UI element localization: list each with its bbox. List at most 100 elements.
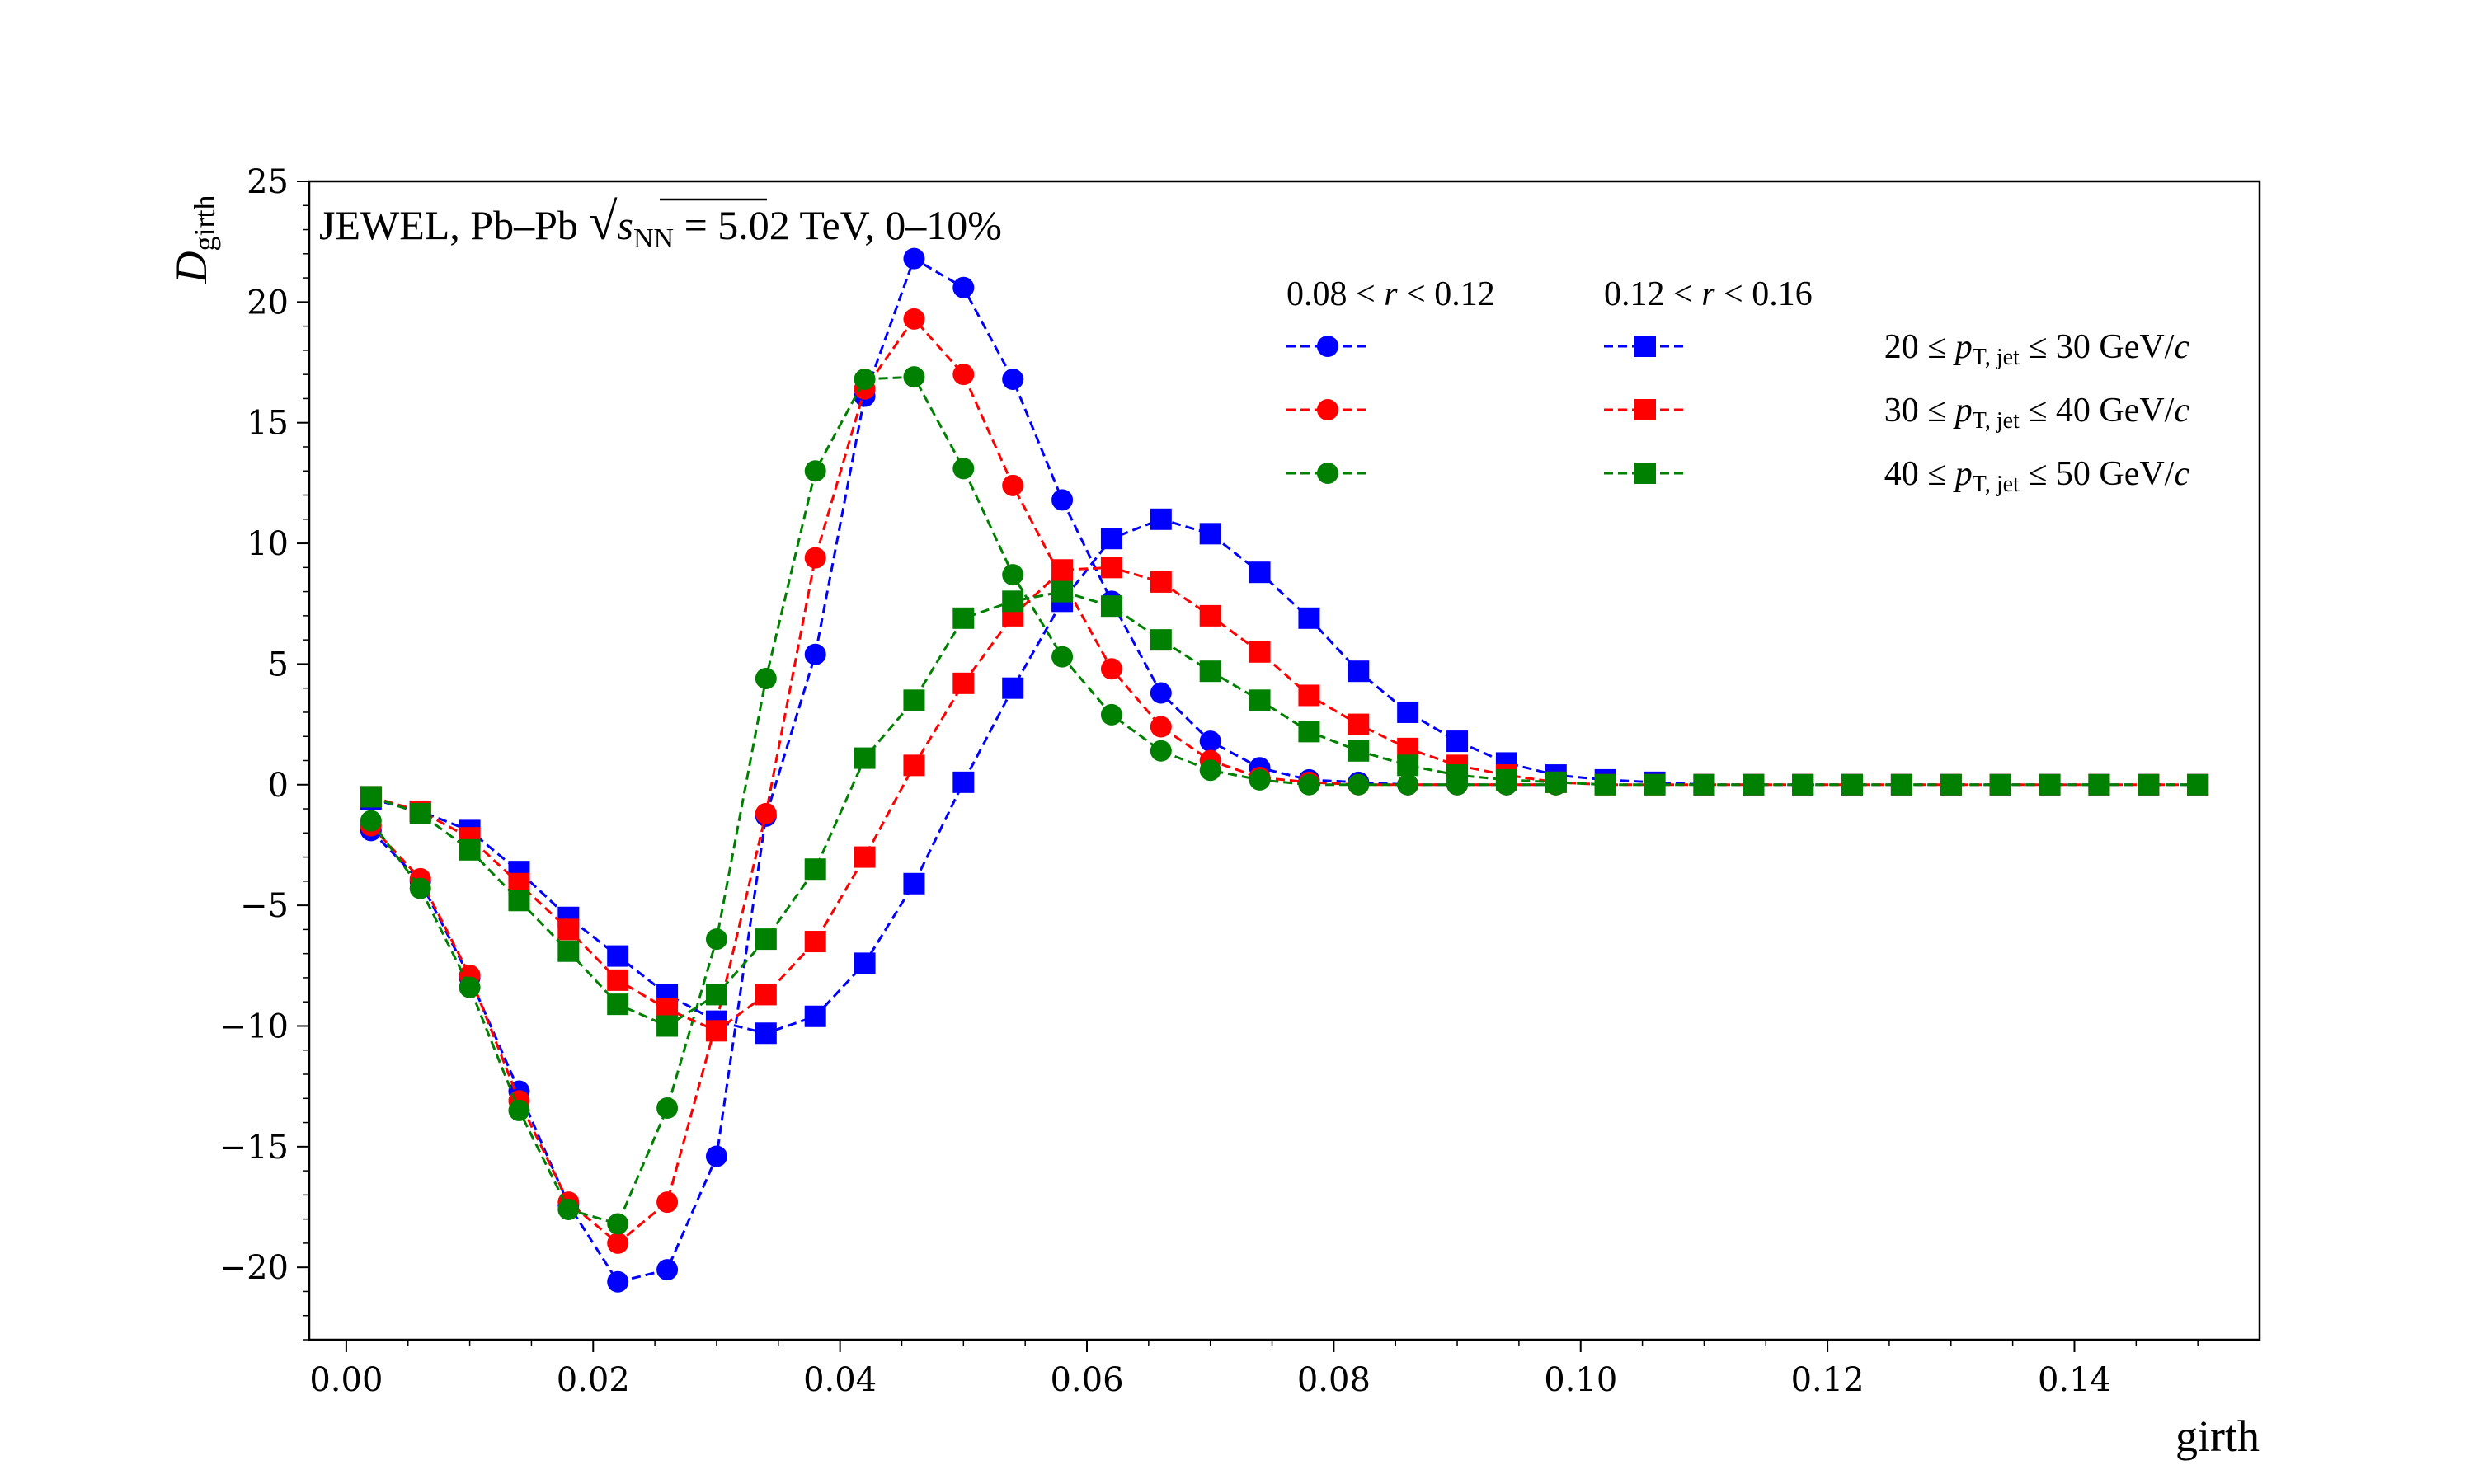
y-tick-label: −10 [219, 1007, 289, 1045]
data-point [903, 308, 925, 330]
y-tick-label: 25 [247, 163, 289, 201]
data-point [1446, 764, 1469, 787]
y-tick-label: −5 [240, 887, 289, 925]
x-tick-label: 0.02 [557, 1361, 630, 1399]
legend-row-label: 20 ≤ pT, jet ≤ 30 GeV/c [1884, 328, 2190, 370]
data-point [705, 984, 727, 1006]
data-point [607, 1213, 629, 1235]
data-point [755, 1022, 777, 1045]
data-point [607, 969, 629, 991]
plot-content [360, 247, 2209, 1293]
data-point [1150, 571, 1172, 593]
y-tick-label: 0 [268, 767, 289, 805]
legend-marker [1317, 399, 1338, 420]
data-point [903, 872, 925, 895]
data-point [1100, 658, 1122, 680]
data-point [1348, 773, 1370, 796]
data-point [1051, 559, 1074, 581]
data-point [656, 1191, 679, 1214]
data-point [1002, 677, 1024, 699]
data-point [1199, 759, 1221, 782]
data-point [952, 364, 975, 386]
x-tick-label: 0.14 [2038, 1361, 2111, 1399]
data-point [1002, 369, 1024, 391]
data-point [804, 643, 826, 665]
data-point [804, 547, 826, 569]
data-point [1890, 773, 1912, 796]
data-point [755, 928, 777, 951]
legend-marker [1634, 463, 1656, 484]
data-point [508, 1099, 530, 1121]
data-point [1841, 773, 1864, 796]
data-point [1199, 730, 1221, 753]
data-point [656, 1259, 679, 1281]
data-point [2088, 773, 2110, 796]
data-point [409, 877, 431, 899]
data-point [1249, 561, 1271, 584]
data-point [755, 667, 777, 689]
data-point [1743, 773, 1765, 796]
data-point [1002, 590, 1024, 613]
data-point [804, 1005, 826, 1027]
legend-row-label: 40 ≤ pT, jet ≤ 50 GeV/c [1884, 455, 2190, 497]
data-point [360, 786, 382, 808]
data-point [804, 858, 826, 881]
data-point [1150, 716, 1172, 738]
data-point [1446, 730, 1469, 753]
legend-row-label: 30 ≤ pT, jet ≤ 40 GeV/c [1884, 392, 2190, 434]
data-point [1199, 660, 1221, 683]
x-tick-label: 0.12 [1791, 1361, 1865, 1399]
data-point [2039, 773, 2061, 796]
data-point [854, 846, 876, 868]
data-point [1150, 682, 1172, 704]
data-point [459, 838, 481, 861]
data-point [1100, 528, 1122, 550]
legend-marker [1317, 336, 1338, 357]
data-point [903, 366, 925, 388]
legend-marker [1634, 399, 1656, 420]
data-point [1051, 646, 1074, 668]
data-point [952, 607, 975, 629]
data-point [952, 458, 975, 480]
data-point [607, 1232, 629, 1254]
data-point [1100, 703, 1122, 726]
data-point [1150, 740, 1172, 762]
x-axis-label: girth [2175, 1411, 2260, 1461]
data-point [1249, 641, 1271, 663]
data-point [656, 1097, 679, 1119]
data-point [1348, 740, 1370, 762]
data-point [1397, 773, 1419, 796]
y-tick-label: 5 [268, 646, 289, 683]
legend-column-header: 0.12 < r < 0.16 [1604, 275, 1813, 313]
data-point [360, 810, 382, 832]
data-point [952, 672, 975, 694]
data-point [409, 802, 431, 824]
y-tick-label: −15 [219, 1129, 289, 1167]
data-point [1298, 721, 1320, 743]
data-point [508, 890, 530, 912]
data-point [1249, 689, 1271, 711]
data-point [903, 689, 925, 711]
data-point [1545, 771, 1567, 793]
data-point [1644, 773, 1666, 796]
data-point [1940, 773, 1962, 796]
data-point [1594, 773, 1616, 796]
data-point [1249, 768, 1271, 791]
data-point [755, 802, 777, 824]
data-point [656, 1015, 679, 1037]
data-point [1348, 713, 1370, 735]
data-point [903, 754, 925, 777]
legend: 0.08 < r < 0.12 0.12 < r < 0.16 20 ≤ pT, j… [1286, 275, 2189, 497]
data-point [1002, 474, 1024, 496]
legend-marker [1634, 336, 1656, 357]
x-tick-label: 0.08 [1297, 1361, 1371, 1399]
data-point [952, 276, 975, 298]
x-tick-label: 0.04 [803, 1361, 877, 1399]
y-tick-label: 15 [247, 405, 289, 443]
data-point [705, 1145, 727, 1167]
data-point [1150, 508, 1172, 530]
data-point [607, 993, 629, 1016]
data-point [1298, 773, 1320, 796]
